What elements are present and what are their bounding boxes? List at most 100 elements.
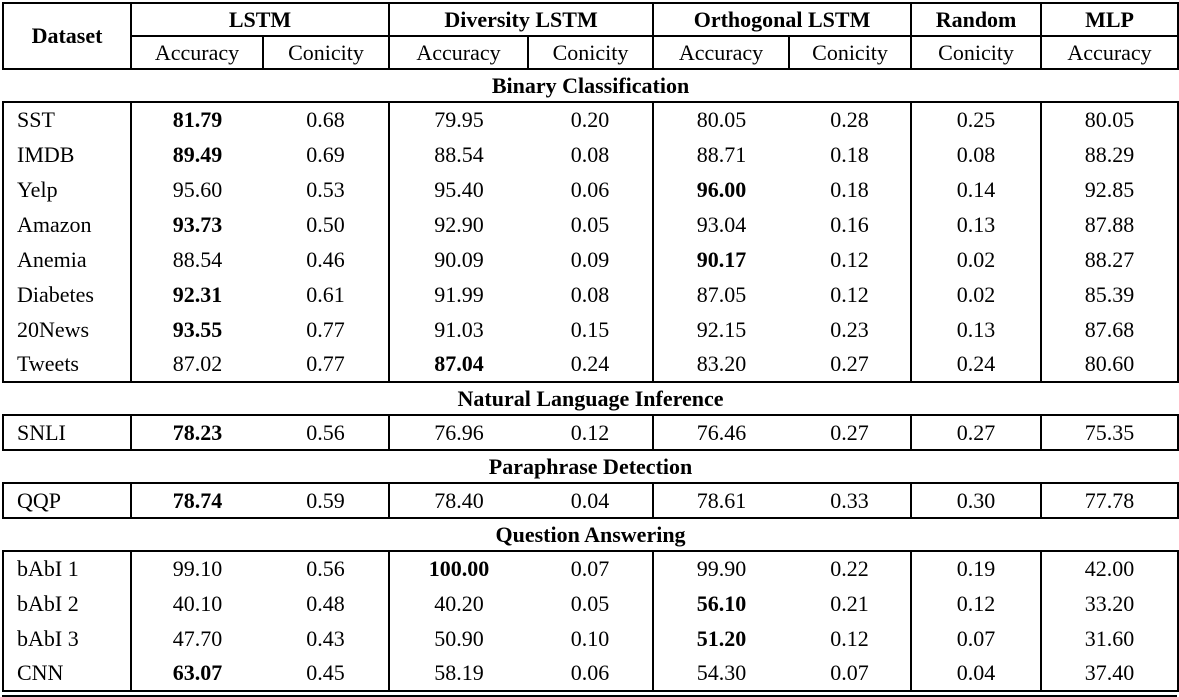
value-cell: 91.99: [434, 281, 484, 307]
table-row: Yelp 95.60 0.53 95.40 0.06 96.00 0.18 0.14 92.85: [2, 172, 1179, 207]
value-cell: 0.14: [911, 172, 1043, 207]
dataset-cell: SST: [2, 102, 132, 137]
value-cell: 87.05: [696, 281, 747, 307]
value-cell: 0.10: [528, 621, 655, 656]
dataset-cell: Anemia: [2, 242, 132, 277]
value-cell: 0.56: [263, 415, 391, 450]
table-body: Binary Classification SST 81.79 0.68 79.95 0.…: [2, 68, 1179, 692]
value-cell: 0.06: [528, 172, 655, 207]
section-title: Binary Classification: [3, 68, 1179, 103]
value-cell: 0.77: [263, 312, 391, 347]
table-row: SNLI 78.23 0.56 76.96 0.12 76.46 0.27 0.27 75.35: [2, 415, 1179, 450]
value-cell: 0.04: [911, 656, 1043, 692]
dataset-cell: bAbI 2: [2, 586, 132, 621]
value-cell: 76.96: [434, 419, 484, 445]
value-cell: 0.07: [528, 551, 655, 586]
dataset-cell: IMDB: [2, 137, 132, 172]
value-cell: 0.30: [911, 483, 1043, 518]
value-cell: 0.12: [789, 277, 913, 312]
value-cell: 80.60: [1041, 347, 1179, 382]
dataset-cell: bAbI 3: [2, 621, 132, 656]
value-cell: 78.61: [696, 487, 747, 513]
section-row: Paraphrase Detection: [3, 449, 1179, 484]
section-title: Question Answering: [3, 517, 1179, 552]
value-cell: 95.40: [434, 176, 484, 202]
value-cell: 92.85: [1041, 172, 1179, 207]
value-cell: 0.27: [789, 347, 913, 382]
section-row: Natural Language Inference: [3, 381, 1179, 416]
value-cell: 0.02: [911, 277, 1043, 312]
value-cell: 80.05: [1041, 102, 1179, 137]
value-cell: 92.15: [696, 316, 747, 342]
column-header-orthogonal-accuracy: Accuracy: [652, 36, 791, 70]
value-cell: 0.19: [911, 551, 1043, 586]
column-group-random: Random: [910, 3, 1043, 37]
table-row: SST 81.79 0.68 79.95 0.20 80.05 0.28 0.25 80.05: [2, 102, 1179, 137]
value-cell: 85.39: [1041, 277, 1179, 312]
table-row: QQP 78.74 0.59 78.40 0.04 78.61 0.33 0.30 77.78: [2, 483, 1179, 518]
value-cell: 54.30: [653, 656, 790, 692]
value-cell: 89.49: [172, 141, 223, 167]
value-cell: 93.73: [172, 211, 223, 237]
column-header-diversity-accuracy: Accuracy: [388, 36, 530, 70]
dataset-cell: Yelp: [2, 172, 132, 207]
value-cell: 0.08: [528, 277, 655, 312]
section-row: Question Answering: [3, 517, 1179, 552]
value-cell: 0.56: [263, 551, 391, 586]
section-row: Binary Classification: [3, 68, 1179, 103]
table-row: Diabetes 92.31 0.61 91.99 0.08 87.05 0.12 0.02 8…: [2, 277, 1179, 312]
column-header-random-conicity: Conicity: [910, 36, 1043, 70]
value-cell: 58.19: [389, 656, 529, 692]
table-row: Anemia 88.54 0.46 90.09 0.09 90.17 0.12 0.02 88.…: [2, 242, 1179, 277]
value-cell: 0.21: [789, 586, 913, 621]
value-cell: 78.23: [172, 419, 223, 445]
value-cell: 0.53: [263, 172, 391, 207]
column-group-diversity-lstm: Diversity LSTM: [388, 3, 655, 37]
value-cell: 76.46: [696, 419, 747, 445]
value-cell: 90.09: [434, 246, 484, 272]
value-cell: 0.33: [789, 483, 913, 518]
value-cell: 51.20: [696, 625, 747, 651]
value-cell: 95.60: [172, 176, 223, 202]
value-cell: 0.46: [263, 242, 391, 277]
value-cell: 80.05: [696, 107, 747, 132]
value-cell: 99.10: [172, 556, 223, 581]
column-header-lstm-accuracy: Accuracy: [130, 36, 264, 70]
value-cell: 31.60: [1041, 621, 1179, 656]
value-cell: 0.04: [528, 483, 655, 518]
value-cell: 100.00: [428, 556, 490, 581]
value-cell: 87.68: [1041, 312, 1179, 347]
value-cell: 40.10: [172, 590, 223, 616]
column-header-mlp-accuracy: Accuracy: [1040, 36, 1179, 70]
column-group-mlp: MLP: [1040, 3, 1179, 37]
value-cell: 0.18: [789, 172, 913, 207]
value-cell: 88.29: [1041, 137, 1179, 172]
value-cell: 0.27: [911, 415, 1043, 450]
value-cell: 0.16: [789, 207, 913, 242]
value-cell: 0.43: [263, 621, 391, 656]
dataset-cell: CNN: [2, 656, 132, 692]
section-title: Paraphrase Detection: [3, 449, 1179, 484]
value-cell: 0.15: [528, 312, 655, 347]
value-cell: 0.27: [789, 415, 913, 450]
dataset-cell: SNLI: [2, 415, 132, 450]
group-header-row: Dataset LSTM Diversity LSTM Orthogonal L…: [2, 3, 1179, 70]
value-cell: 91.03: [434, 316, 484, 342]
value-cell: 0.02: [911, 242, 1043, 277]
value-cell: 99.90: [696, 556, 747, 581]
table-header: Dataset LSTM Diversity LSTM Orthogonal L…: [2, 3, 1179, 70]
table-row: IMDB 89.49 0.69 88.54 0.08 88.71 0.18 0.08 88.29: [2, 137, 1179, 172]
dataset-cell: Diabetes: [2, 277, 132, 312]
value-cell: 33.20: [1041, 586, 1179, 621]
value-cell: 63.07: [131, 656, 263, 692]
table-row: bAbI 2 40.10 0.48 40.20 0.05 56.10 0.21 0.12 33.…: [2, 586, 1179, 621]
value-cell: 0.13: [911, 207, 1043, 242]
value-cell: 87.88: [1041, 207, 1179, 242]
table-row: Tweets 87.02 0.77 87.04 0.24 83.20 0.27 0.24 80.…: [2, 347, 1179, 382]
value-cell: 0.24: [528, 347, 655, 382]
value-cell: 0.61: [263, 277, 391, 312]
value-cell: 0.24: [911, 347, 1043, 382]
value-cell: 0.68: [263, 102, 391, 137]
table-row: bAbI 3 47.70 0.43 50.90 0.10 51.20 0.12 0.07 31.…: [2, 621, 1179, 656]
